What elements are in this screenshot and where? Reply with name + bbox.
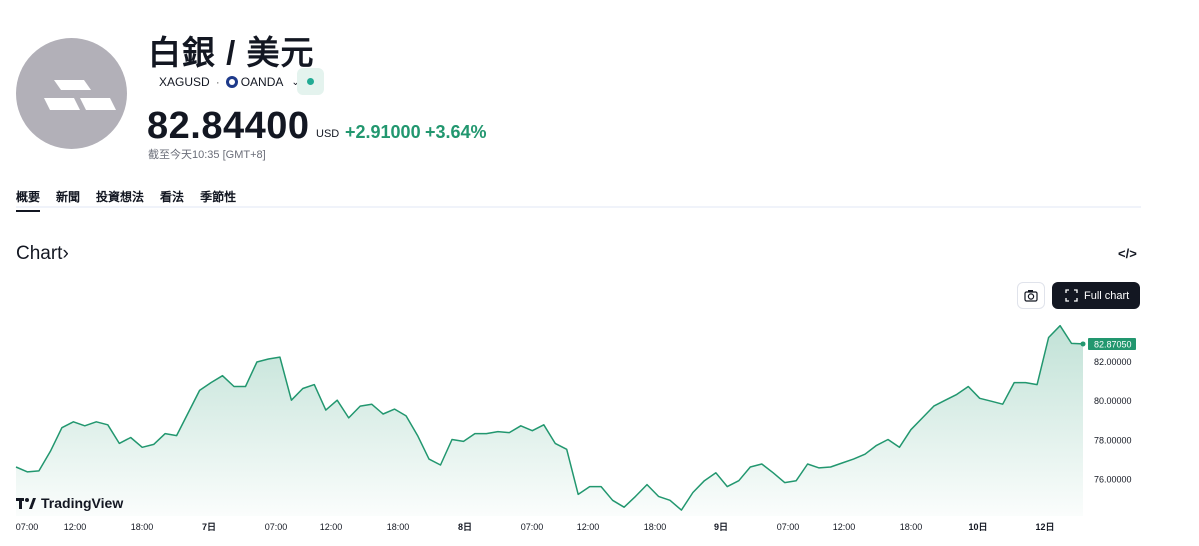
full-chart-label: Full chart (1084, 289, 1130, 302)
x-tick-label: 07:00 (16, 522, 39, 532)
x-tick-label: 9日 (714, 522, 728, 532)
page-title: 白銀 / 美元 (148, 34, 315, 71)
tab-ideas[interactable]: 投資想法 (96, 190, 145, 204)
last-value-label: 82.87050 (1094, 339, 1132, 349)
snapshot-button[interactable] (1017, 282, 1045, 309)
last-price: 82.84400 (147, 105, 310, 147)
price-line (15, 324, 1084, 511)
section-tabs: 概要 新聞 投資想法 看法 季節性 (16, 188, 252, 212)
price-area (16, 325, 1083, 516)
x-tick-label: 12:00 (64, 522, 87, 532)
tradingview-brand: TradingView (41, 495, 124, 511)
y-tick-label: 82.00000 (1094, 357, 1132, 367)
tab-overview[interactable]: 概要 (16, 188, 41, 212)
price-change: +2.91000 (345, 122, 421, 142)
tabs-divider (16, 206, 1141, 208)
symbol-code: XAGUSD (159, 75, 210, 89)
tradingview-logo[interactable]: TradingView (16, 495, 123, 511)
chevron-down-icon[interactable]: ⌄ (291, 76, 300, 88)
x-tick-label: 12日 (1035, 522, 1054, 532)
symbol-row[interactable]: XAGUSD · OANDA ⌄ (159, 74, 300, 90)
tab-news[interactable]: 新聞 (56, 190, 81, 204)
market-status-badge[interactable] (297, 68, 324, 95)
x-tick-label: 18:00 (644, 522, 667, 532)
broker-name: OANDA (240, 75, 284, 89)
full-chart-button[interactable]: Full chart (1052, 282, 1140, 309)
silver-bars-icon (16, 38, 127, 149)
price-chart[interactable]: 76.00000 78.00000 80.00000 82.00000 82.87050… (0, 310, 1199, 546)
x-tick-label: 12:00 (320, 522, 343, 532)
x-tick-label: 18:00 (131, 522, 154, 532)
chart-heading: Chart (16, 243, 63, 264)
code-icon[interactable]: </> (1118, 246, 1137, 261)
x-tick-label: 12:00 (577, 522, 600, 532)
y-tick-label: 76.00000 (1094, 475, 1132, 485)
fullscreen-icon (1065, 289, 1078, 302)
price-change-percent: +3.64% (425, 122, 487, 142)
price-currency: USD (316, 128, 340, 140)
x-tick-label: 8日 (458, 522, 472, 532)
y-tick-label: 78.00000 (1094, 435, 1132, 445)
price-timestamp: 截至今天10:35 [GMT+8] (148, 149, 266, 161)
tradingview-icon (16, 497, 36, 509)
x-tick-label: 7日 (202, 522, 216, 532)
last-value-badge (1088, 337, 1136, 350)
camera-icon (1024, 290, 1038, 302)
y-tick-label: 80.00000 (1094, 396, 1132, 406)
market-status-dot (307, 78, 314, 85)
chevron-right-icon: › (62, 243, 69, 264)
x-tick-label: 18:00 (387, 522, 410, 532)
x-tick-label: 18:00 (900, 522, 923, 532)
x-tick-label: 07:00 (521, 522, 544, 532)
x-tick-label: 07:00 (777, 522, 800, 532)
x-tick-label: 10日 (968, 522, 987, 532)
x-tick-label: 07:00 (265, 522, 288, 532)
x-tick-label: 12:00 (833, 522, 856, 532)
chart-heading-link[interactable]: Chart› (16, 243, 69, 265)
tab-opinions[interactable]: 看法 (160, 190, 185, 204)
tab-seasonality[interactable]: 季節性 (200, 190, 237, 204)
separator: · (215, 75, 220, 89)
oanda-icon (225, 76, 238, 88)
last-point (1080, 341, 1086, 347)
